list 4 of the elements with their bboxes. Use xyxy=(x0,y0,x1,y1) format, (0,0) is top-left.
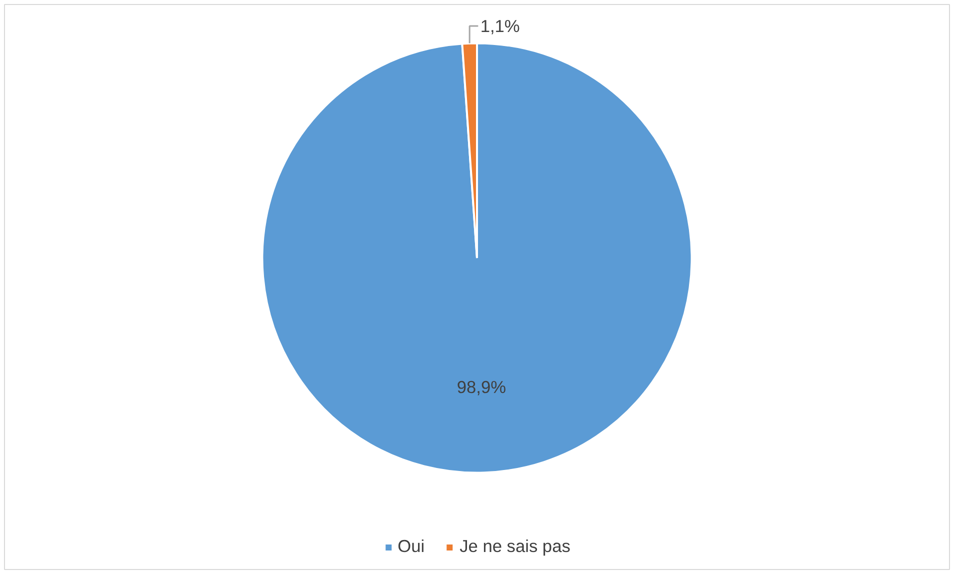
legend-label: Oui xyxy=(398,536,425,557)
data-label: 1,1% xyxy=(480,16,520,36)
legend-label: Je ne sais pas xyxy=(460,536,570,557)
data-label: 98,9% xyxy=(456,376,506,397)
